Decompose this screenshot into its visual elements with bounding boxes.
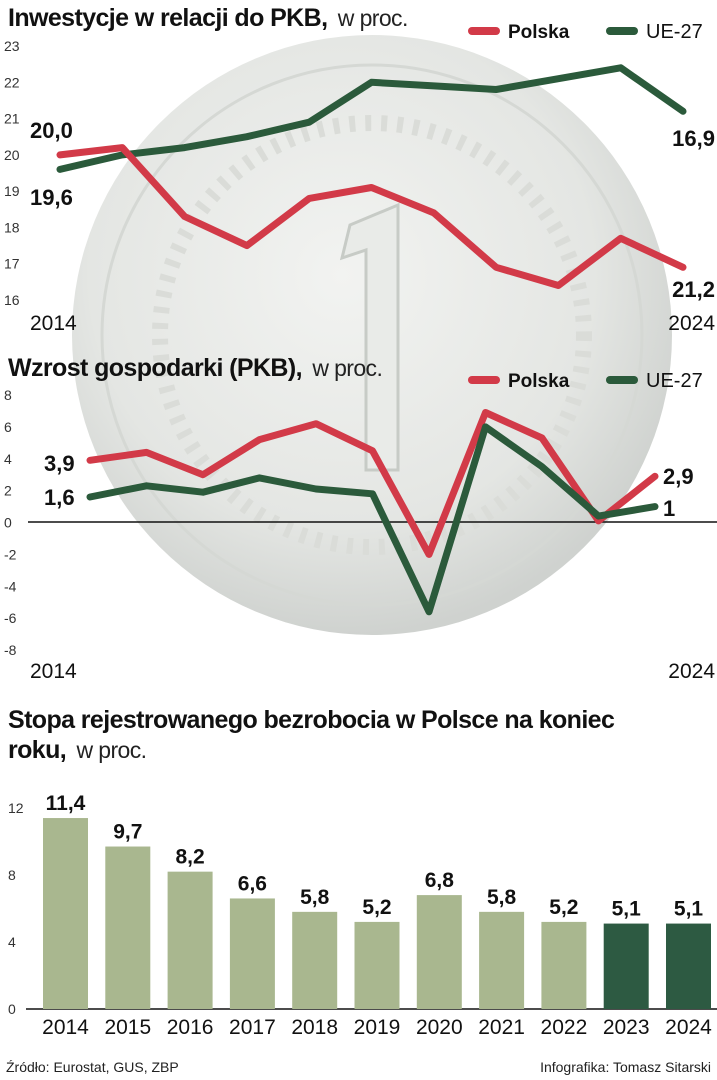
series-line-ue27 xyxy=(86,423,659,616)
data-label-last-polska: 16,9 xyxy=(672,126,715,151)
legend-label-polska: Polska xyxy=(508,371,570,392)
series-line-polska xyxy=(56,144,687,289)
x-tick-label: 2020 xyxy=(416,1016,463,1039)
y-tick-label: -4 xyxy=(4,578,17,594)
investment-legend: Polska UE-27 xyxy=(468,21,703,43)
legend-label-ue27: UE-27 xyxy=(646,370,703,392)
x-axis-label-start: 2014 xyxy=(30,312,77,335)
bar-2020 xyxy=(416,895,462,1009)
bar-value-label: 8,2 xyxy=(175,846,204,869)
y-tick-label: 12 xyxy=(8,800,24,816)
gdp-growth-legend: Polska UE-27 xyxy=(468,370,703,392)
y-tick-label: -8 xyxy=(4,642,17,658)
bar-value-label: 5,2 xyxy=(549,896,578,919)
series-line-polska xyxy=(86,409,659,558)
unemployment-chart-title-line1: Stopa rejestrowanego bezrobocia w Polsce… xyxy=(8,706,615,734)
series-line-ue27 xyxy=(56,64,687,173)
y-tick-label: 8 xyxy=(8,867,16,883)
y-tick-label: 8 xyxy=(4,387,12,403)
credit-note: Infografika: Tomasz Sitarski xyxy=(540,1059,711,1075)
y-tick-label: 19 xyxy=(4,183,20,199)
bar-value-label: 6,8 xyxy=(425,869,455,892)
coin-illustration xyxy=(72,35,672,635)
y-tick-label: 0 xyxy=(8,1001,16,1017)
bar-value-label: 9,7 xyxy=(113,821,142,844)
data-label-first-ue27: 19,6 xyxy=(30,185,73,210)
bar-2019 xyxy=(354,921,400,1009)
y-tick-label: 4 xyxy=(4,451,12,467)
x-tick-label: 2022 xyxy=(541,1016,588,1039)
y-tick-label: 20 xyxy=(4,147,20,163)
x-tick-label: 2016 xyxy=(167,1016,214,1039)
data-label-last-polska: 2,9 xyxy=(663,464,694,489)
bar-value-label: 6,6 xyxy=(238,872,267,895)
bar-value-label: 5,8 xyxy=(487,886,517,909)
bar-2021 xyxy=(479,911,525,1009)
legend-label-ue27: UE-27 xyxy=(646,21,703,43)
y-tick-label: 6 xyxy=(4,419,12,435)
data-label-first-polska: 20,0 xyxy=(30,118,73,143)
y-tick-label: 2 xyxy=(4,483,12,499)
y-tick-label: 17 xyxy=(4,256,20,272)
investment-chart: Inwestycje w relacji do PKB, w proc. Pol… xyxy=(4,4,715,335)
gdp-growth-chart-title: Wzrost gospodarki (PKB), w proc. xyxy=(8,354,382,382)
bar-2015 xyxy=(105,846,151,1009)
y-tick-label: 16 xyxy=(4,292,20,308)
bar-2018 xyxy=(292,911,338,1009)
bar-2024 xyxy=(666,923,711,1009)
y-tick-label: 18 xyxy=(4,219,20,235)
bar-2014 xyxy=(43,818,88,1009)
y-tick-label: 4 xyxy=(8,934,16,950)
y-tick-label: -2 xyxy=(4,546,17,562)
x-tick-label: 2014 xyxy=(42,1016,89,1039)
x-tick-label: 2017 xyxy=(229,1016,276,1039)
x-axis-label-start: 2014 xyxy=(30,660,77,683)
gdp-growth-chart: Wzrost gospodarki (PKB), w proc. Polska U… xyxy=(4,354,717,683)
x-axis-label-end: 2024 xyxy=(668,312,715,335)
x-axis-label-end: 2024 xyxy=(668,660,715,683)
x-tick-label: 2019 xyxy=(354,1016,401,1039)
bar-2017 xyxy=(229,898,275,1009)
legend-label-polska: Polska xyxy=(508,22,570,43)
bar-2016 xyxy=(167,871,213,1009)
x-tick-label: 2023 xyxy=(603,1016,650,1039)
y-tick-label: 23 xyxy=(4,38,20,54)
bar-value-label: 5,2 xyxy=(362,896,391,919)
source-note: Źródło: Eurostat, GUS, ZBP xyxy=(6,1059,179,1075)
investment-chart-title: Inwestycje w relacji do PKB, w proc. xyxy=(8,4,408,32)
data-label-first-ue27: 1,6 xyxy=(44,485,75,510)
y-tick-label: 0 xyxy=(4,515,12,531)
bar-value-label: 5,1 xyxy=(674,898,704,921)
bar-2022 xyxy=(541,921,587,1009)
bar-2023 xyxy=(603,923,649,1009)
bar-value-label: 5,1 xyxy=(612,898,642,921)
bar-value-label: 11,4 xyxy=(46,792,86,815)
y-tick-label: 21 xyxy=(4,111,20,127)
data-label-last-ue27: 1 xyxy=(663,496,675,521)
unemployment-chart: Stopa rejestrowanego bezrobocia w Polsce… xyxy=(8,706,717,1039)
y-tick-label: -6 xyxy=(4,610,17,626)
data-label-first-polska: 3,9 xyxy=(44,451,75,476)
y-tick-label: 22 xyxy=(4,74,20,90)
bar-value-label: 5,8 xyxy=(300,886,330,909)
x-tick-label: 2018 xyxy=(291,1016,338,1039)
x-tick-label: 2021 xyxy=(478,1016,525,1039)
unemployment-chart-title-line2: roku, w proc. xyxy=(8,736,146,764)
x-tick-label: 2024 xyxy=(665,1016,712,1039)
data-label-last-ue27: 21,2 xyxy=(672,277,715,302)
x-tick-label: 2015 xyxy=(104,1016,151,1039)
